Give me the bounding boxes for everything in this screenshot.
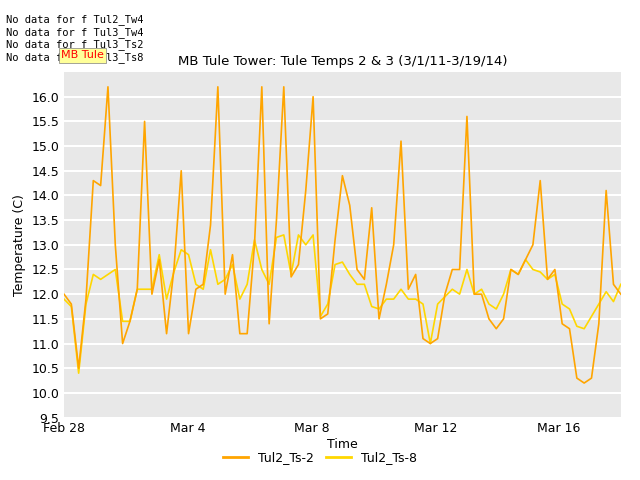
Tul2_Ts-8 — [75, 370, 83, 376]
Tul2_Ts-8 — [383, 296, 390, 302]
Tul2_Ts-2 — [375, 316, 383, 322]
Line: Tul2_Ts-8: Tul2_Ts-8 — [64, 235, 621, 373]
Tul2_Ts-8 — [251, 237, 259, 243]
Tul2_Ts-8 — [177, 247, 185, 252]
X-axis label: Time: Time — [327, 438, 358, 451]
Tul2_Ts-2 — [60, 291, 68, 297]
Tul2_Ts-2 — [580, 380, 588, 386]
Line: Tul2_Ts-2: Tul2_Ts-2 — [64, 87, 621, 383]
Tul2_Ts-2 — [294, 262, 302, 267]
Tul2_Ts-2 — [617, 291, 625, 297]
Text: No data for f Tul2_Tw4
No data for f Tul3_Tw4
No data for f Tul3_Ts2
No data for: No data for f Tul2_Tw4 No data for f Tul… — [6, 14, 144, 63]
Title: MB Tule Tower: Tule Temps 2 & 3 (3/1/11-3/19/14): MB Tule Tower: Tule Temps 2 & 3 (3/1/11-… — [178, 55, 507, 68]
Tul2_Ts-8 — [60, 296, 68, 302]
Tul2_Ts-8 — [258, 266, 266, 272]
Tul2_Ts-2 — [258, 84, 266, 90]
Tul2_Ts-8 — [617, 281, 625, 287]
Tul2_Ts-2 — [251, 242, 259, 248]
Y-axis label: Temperature (C): Temperature (C) — [13, 194, 26, 296]
Tul2_Ts-2 — [104, 84, 112, 90]
Tul2_Ts-8 — [280, 232, 287, 238]
Tul2_Ts-8 — [302, 242, 310, 248]
Tul2_Ts-2 — [309, 94, 317, 99]
Tul2_Ts-8 — [317, 313, 324, 319]
Tul2_Ts-2 — [177, 168, 185, 174]
Text: MB Tule: MB Tule — [61, 50, 104, 60]
Legend: Tul2_Ts-2, Tul2_Ts-8: Tul2_Ts-2, Tul2_Ts-8 — [218, 446, 422, 469]
